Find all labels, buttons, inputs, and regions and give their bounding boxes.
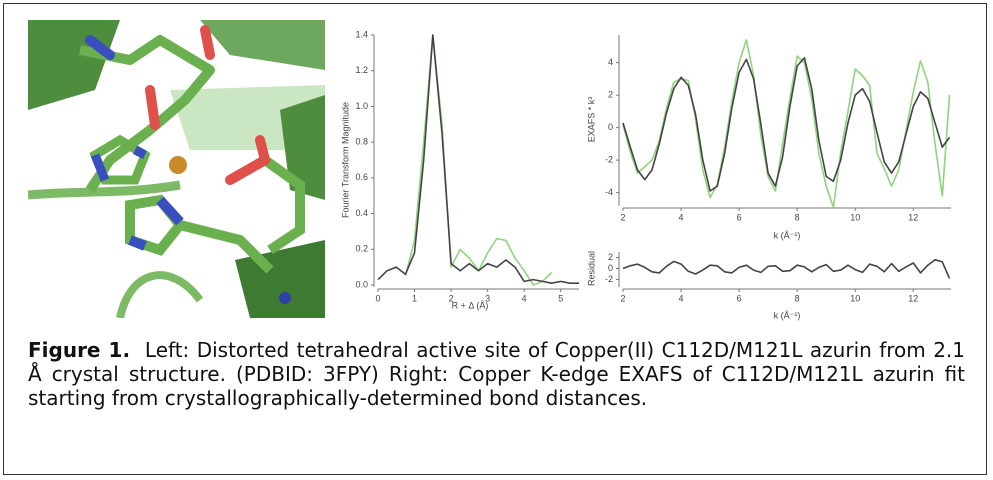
- y-tick-label: 0.8: [355, 137, 368, 147]
- x-tick-label: 2: [620, 293, 625, 303]
- x-axis-label: k (Å⁻¹): [774, 230, 801, 240]
- y-tick-label: 0.4: [355, 208, 368, 218]
- y-tick-label: 0: [608, 263, 613, 273]
- data-line: [623, 260, 950, 279]
- x-tick-label: 10: [850, 212, 860, 222]
- y-tick-label: 0.6: [355, 172, 368, 182]
- y-tick-label: -4: [605, 187, 613, 197]
- x-tick-label: 10: [850, 293, 860, 303]
- caption-label: Figure 1.: [28, 338, 130, 362]
- caption-text: Left: Distorted tetrahedral active site …: [28, 338, 965, 410]
- y-tick-label: 0.2: [355, 244, 368, 254]
- y-axis-label: EXAFS * k³: [586, 97, 596, 143]
- x-tick-label: 4: [679, 212, 684, 222]
- x-tick-label: 6: [737, 293, 742, 303]
- x-tick-label: 0: [375, 293, 380, 303]
- x-tick-label: 2: [620, 212, 625, 222]
- x-tick-label: 8: [795, 212, 800, 222]
- y-tick-label: 2: [608, 90, 613, 100]
- x-tick-label: 4: [679, 293, 684, 303]
- y-tick-label: 4: [608, 57, 613, 67]
- x-tick-label: 8: [795, 293, 800, 303]
- data-line: [405, 35, 551, 285]
- data-line: [623, 40, 950, 207]
- y-tick-label: -2: [605, 155, 613, 165]
- y-tick-label: 1.2: [355, 65, 368, 75]
- x-axis-label: k (Å⁻¹): [774, 310, 801, 320]
- x-tick-label: 5: [558, 293, 563, 303]
- x-tick-label: 12: [908, 212, 918, 222]
- y-tick-label: 0: [608, 122, 613, 132]
- x-tick-label: 1: [412, 293, 417, 303]
- x-axis-label: R + Δ (Å): [452, 300, 489, 310]
- y-axis-label: Residual: [586, 251, 596, 286]
- y-tick-label: 0.0: [355, 279, 368, 289]
- protein-structure: [28, 20, 325, 318]
- caption: Figure 1. Left: Distorted tetrahedral ac…: [28, 338, 965, 410]
- data-line: [378, 35, 579, 283]
- y-tick-label: -2: [605, 274, 613, 284]
- x-tick-label: 6: [737, 212, 742, 222]
- y-tick-label: 1.4: [355, 29, 368, 39]
- y-tick-label: 1.0: [355, 101, 368, 111]
- y-axis-label: Fourier Transform Magnitude: [340, 102, 350, 218]
- page: 0.00.20.40.60.81.01.21.4012345R + Δ (Å)F…: [0, 0, 993, 480]
- y-tick-label: 2: [608, 252, 613, 262]
- x-tick-label: 12: [908, 293, 918, 303]
- x-tick-label: 4: [522, 293, 527, 303]
